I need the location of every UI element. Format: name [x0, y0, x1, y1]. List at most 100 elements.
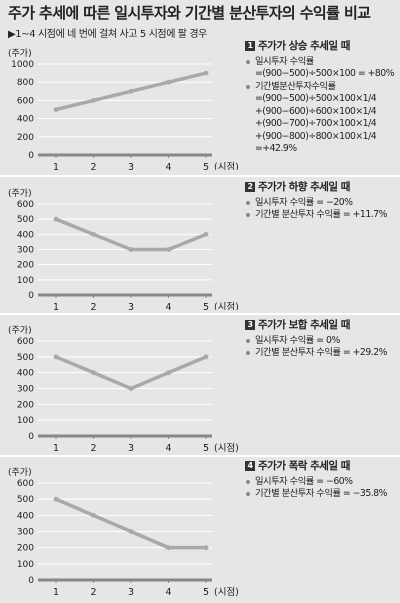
x-tick-label: 5 [203, 587, 209, 598]
x-tick-label: 5 [203, 302, 209, 310]
data-point [53, 496, 59, 502]
note-line: 일시투자 수익률 = −60% [245, 476, 397, 489]
scenario-number-badge: 4 [245, 461, 255, 471]
y-tick-label: 800 [17, 78, 34, 88]
line-chart: 0 100 200 300 400 500 600(주가) 1 2 3 4 5 (시점) [8, 325, 239, 453]
data-point [203, 545, 209, 551]
data-point [203, 70, 209, 76]
x-axis-label: (시점) [214, 301, 239, 310]
data-point [203, 231, 209, 237]
scenario-number-badge: 3 [245, 320, 255, 330]
y-tick-label: 200 [17, 544, 34, 554]
note-heading-text: 주가가 보합 추세일 때 [258, 319, 350, 331]
note-line: =(900−500)÷500×100×1/4 [255, 93, 377, 104]
note-line: 일시투자 수익률 = −20% [245, 197, 397, 210]
y-axis-label: (주가) [8, 325, 32, 336]
data-point [128, 386, 134, 391]
y-tick-label: 500 [17, 353, 34, 363]
x-axis-label: (시점) [214, 586, 239, 598]
x-tick-label: 4 [165, 443, 171, 453]
note-heading: 1 주가가 상승 추세일 때 [245, 40, 397, 53]
scenario-number-badge: 2 [245, 182, 255, 192]
x-tick-label: 1 [53, 587, 59, 598]
note-line: 기간별 분산투자 수익률 = −35.8% [245, 488, 397, 501]
y-tick-label: 400 [17, 369, 34, 379]
data-point [203, 354, 209, 360]
note-line: 일시투자 수익률 [245, 56, 397, 69]
calculation-note: 2 주가가 하향 추세일 때 일시투자 수익률 = −20% 기간별 분산투자 수익률… [245, 181, 397, 222]
line-chart: 0 100 200 300 400 500 600(주가) 1 2 3 4 5 (시점) [8, 467, 239, 598]
note-line: 기간별 분산투자 수익률 = +29.2% [245, 347, 397, 360]
y-tick-label: 600 [17, 479, 34, 489]
data-point [128, 247, 134, 252]
data-point [128, 529, 134, 534]
divider [0, 313, 400, 315]
y-tick-label: 0 [28, 432, 34, 442]
note-line: +(900−700)÷700×100×1/4 [255, 118, 377, 129]
x-axis-label: (시점) [214, 442, 239, 453]
divider [0, 455, 400, 457]
x-tick-label: 1 [53, 443, 59, 453]
y-tick-label: 100 [17, 560, 34, 570]
x-axis-label: (시점) [214, 161, 239, 170]
y-tick-label: 500 [17, 215, 34, 225]
y-axis-label: (주가) [8, 188, 32, 199]
y-tick-label: 100 [17, 276, 34, 286]
data-point [91, 231, 96, 237]
y-tick-label: 600 [17, 96, 34, 106]
line-chart: 0 100 200 300 400 500 600(주가) 1 2 3 4 5 (시점) [8, 188, 239, 310]
data-point [53, 354, 59, 360]
data-point [53, 107, 59, 112]
x-tick-label: 5 [203, 443, 209, 453]
y-tick-label: 300 [17, 528, 34, 538]
x-tick-label: 3 [128, 443, 134, 453]
data-point [91, 512, 96, 518]
y-tick-label: 400 [17, 230, 34, 240]
x-tick-label: 2 [90, 162, 96, 170]
note-line: +(900−600)÷600×100×1/4 [255, 105, 377, 117]
x-tick-label: 2 [90, 587, 96, 598]
x-tick-label: 2 [90, 302, 96, 310]
y-tick-label: 200 [17, 400, 34, 410]
note-heading: 2 주가가 하향 추세일 때 [245, 181, 397, 194]
y-tick-label: 400 [17, 511, 34, 521]
y-tick-label: 100 [17, 416, 34, 426]
note-line: 일시투자 수익률 = 0% [245, 335, 397, 348]
y-tick-label: 200 [17, 133, 34, 143]
calculation-note: 1 주가가 상승 추세일 때 일시투자 수익률 =(900−500)÷500×100 … [245, 40, 397, 156]
scenario-number-badge: 1 [245, 41, 255, 51]
chart-panel: 0 100 200 300 400 500 600 (주가) 1 2 3 4 5 (시점) 2 주가가 하향 … [0, 180, 400, 310]
data-point [166, 247, 171, 252]
data-point [166, 545, 171, 551]
divider [0, 175, 400, 177]
data-point [128, 88, 134, 94]
x-tick-label: 1 [53, 302, 59, 310]
x-tick-label: 4 [165, 302, 171, 310]
note-heading-text: 주가가 하향 추세일 때 [258, 181, 350, 193]
x-tick-label: 4 [165, 162, 171, 170]
x-tick-label: 3 [128, 162, 134, 170]
x-tick-label: 3 [128, 302, 134, 310]
line-chart: 0 200 400 600 800 1000(주가) 1 2 3 4 5 (시점) [8, 48, 239, 170]
note-line: +(900−800)÷800×100×1/4 [255, 130, 377, 142]
data-point [166, 79, 171, 85]
note-line: =+42.9% [255, 143, 297, 154]
series-line [55, 497, 206, 550]
x-tick-label: 2 [90, 443, 96, 453]
page-subtitle: ▶1~4 시점에 네 번에 걸쳐 사고 5 시점에 팔 경우 [8, 29, 207, 40]
y-tick-label: 500 [17, 495, 34, 505]
data-point [91, 98, 96, 103]
y-axis-label: (주가) [8, 467, 32, 478]
y-tick-label: 0 [28, 151, 34, 161]
x-tick-label: 3 [128, 587, 134, 598]
y-tick-label: 600 [17, 200, 34, 210]
note-line: 기간별분산투자수익률 [245, 81, 397, 94]
y-tick-label: 0 [28, 291, 34, 301]
y-tick-label: 1000 [11, 60, 34, 70]
chart-panel: 0 200 400 600 800 1000 (주가) 1 2 3 4 5 (시점) 1 주가가 상승 추세… [0, 40, 400, 170]
y-axis-label: (주가) [8, 48, 32, 59]
chart-panel: 0 100 200 300 400 500 600 (주가) 1 2 3 4 5 (시점) 3 주가가 보합 … [0, 318, 400, 453]
note-heading-text: 주가가 폭락 추세일 때 [258, 460, 350, 472]
y-tick-label: 600 [17, 337, 34, 347]
